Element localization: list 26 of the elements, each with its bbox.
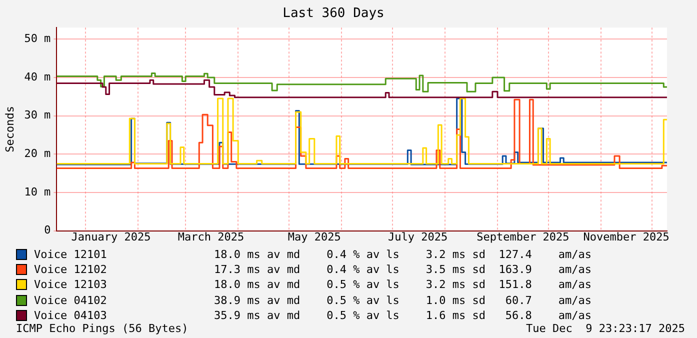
y-tick-label: 30 m — [24, 108, 52, 122]
x-tick-label: January 2025 — [71, 230, 151, 244]
x-tick-label: May 2025 — [288, 230, 341, 244]
y-axis-title: Seconds — [3, 106, 16, 152]
text: 35.9 ms av md 0.5 % av ls 1.6 ms sd 56.8 am/as — [214, 308, 592, 322]
text: ICMP Echo Pings (56 Bytes) — [16, 322, 188, 335]
legend-label: Voice 12102 — [34, 263, 108, 276]
x-tick-label: July 2025 — [388, 230, 448, 244]
x-tick-label: September 2025 — [476, 230, 570, 244]
text: 17.3 ms av md 0.4 % av ls 3.5 ms sd 163.9 am/as — [214, 263, 592, 276]
text: Tue Dec 9 23:23:17 2025 — [526, 322, 685, 335]
legend-label: Voice 12101 — [34, 248, 108, 262]
y-tick-label: 50 m — [24, 32, 52, 45]
text: 38.9 ms av md 0.5 % av ls 1.0 ms sd 60.7 am/as — [214, 294, 592, 307]
y-tick-label: 0 — [44, 224, 51, 237]
chart-title: Last 360 Days — [282, 6, 384, 22]
y-tick-label: 20 m — [24, 146, 52, 160]
y-tick-label: 40 m — [24, 70, 52, 84]
x-tick-label: March 2025 — [178, 230, 244, 244]
x-tick-label: November 2025 — [583, 230, 670, 244]
text: 18.0 ms av md 0.5 % av ls 3.2 ms sd 151.8 am/as — [214, 278, 592, 292]
legend-label: Voice 04102 — [34, 294, 108, 307]
legend-label: Voice 04103 — [34, 308, 108, 322]
y-tick-label: 10 m — [24, 185, 52, 198]
text: 18.0 ms av md 0.4 % av ls 3.2 ms sd 127.4 am/as — [214, 248, 592, 262]
legend-label: Voice 12103 — [34, 278, 108, 292]
